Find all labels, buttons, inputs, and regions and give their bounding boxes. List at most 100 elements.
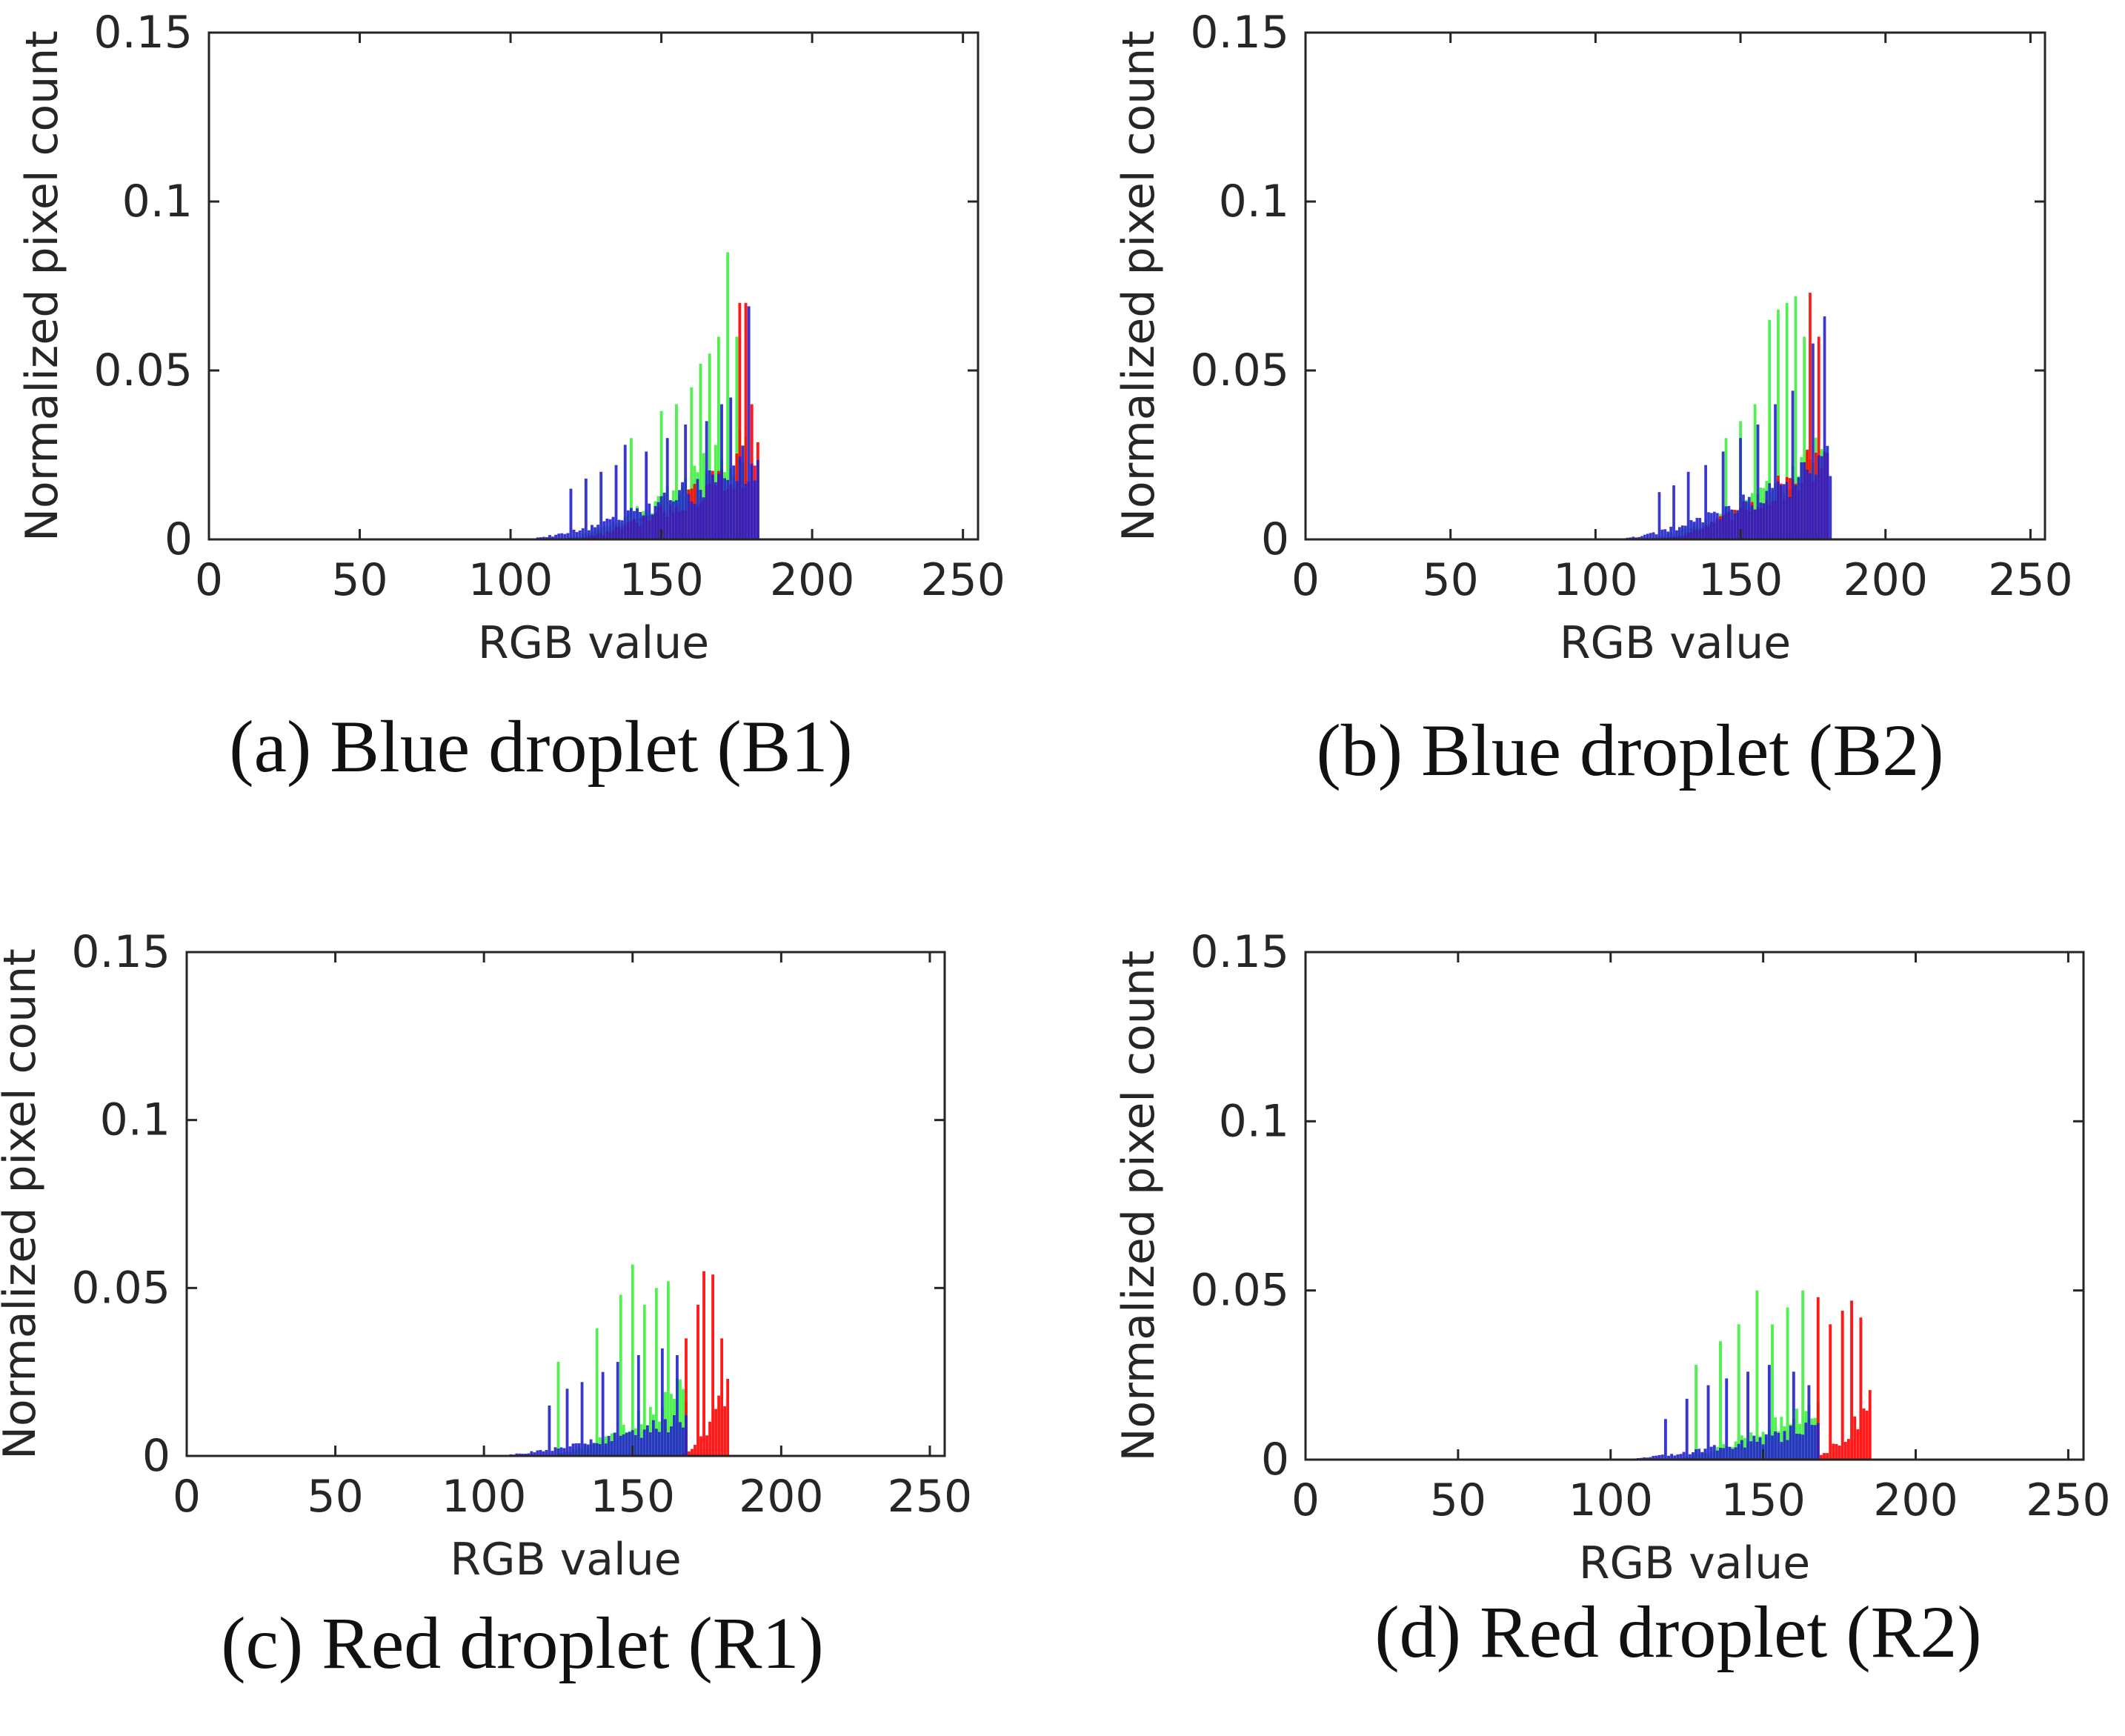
bar-blue bbox=[1688, 1454, 1692, 1460]
x-tick-label: 100 bbox=[442, 1471, 527, 1523]
bar-green bbox=[1794, 296, 1798, 539]
bar-blue bbox=[631, 1430, 634, 1456]
bar-blue bbox=[639, 512, 642, 539]
bar-red bbox=[1826, 1453, 1829, 1460]
bar-blue bbox=[596, 525, 600, 539]
bar-blue bbox=[1709, 1446, 1713, 1460]
x-tick-label: 250 bbox=[888, 1471, 973, 1523]
bar-blue bbox=[633, 1434, 637, 1456]
x-axis-label: RGB value bbox=[450, 1534, 681, 1586]
bar-red bbox=[696, 1305, 699, 1456]
x-tick-label: 100 bbox=[468, 554, 553, 606]
bar-blue bbox=[1731, 1449, 1735, 1460]
bar-blue bbox=[750, 464, 754, 539]
bar-blue bbox=[1798, 1434, 1802, 1460]
bar-green bbox=[619, 1294, 622, 1456]
bar-blue bbox=[1747, 496, 1751, 539]
bar-green bbox=[667, 1281, 670, 1456]
y-tick-label: 0 bbox=[1261, 1434, 1289, 1486]
bar-blue bbox=[753, 480, 756, 539]
bar-green bbox=[670, 1394, 673, 1456]
bar-blue bbox=[611, 516, 615, 539]
bar-blue bbox=[1718, 519, 1722, 539]
plot-frame bbox=[1304, 31, 2046, 541]
bar-blue bbox=[1807, 1385, 1811, 1460]
bar-blue bbox=[636, 508, 639, 539]
bar-blue bbox=[684, 424, 688, 539]
bar-blue bbox=[1680, 525, 1684, 539]
bar-blue bbox=[1698, 518, 1702, 539]
bar-blue bbox=[527, 1453, 531, 1456]
bar-blue bbox=[1746, 1371, 1750, 1460]
bar-blue bbox=[556, 1449, 560, 1456]
bar-blue bbox=[1652, 1455, 1655, 1460]
bar-blue bbox=[1736, 510, 1740, 539]
bar-blue bbox=[1740, 1440, 1743, 1460]
bar-blue bbox=[1663, 1419, 1667, 1460]
bar-blue bbox=[1666, 531, 1670, 539]
bar-green bbox=[1768, 319, 1772, 539]
bar-blue bbox=[1755, 1441, 1759, 1460]
bar-blue bbox=[1813, 1425, 1817, 1460]
bar-blue bbox=[1637, 536, 1640, 539]
bar-blue bbox=[1785, 482, 1789, 539]
bar-blue bbox=[1788, 496, 1792, 539]
bar-green bbox=[675, 404, 678, 539]
y-axis-label: Normalized pixel count bbox=[1113, 30, 1165, 542]
plot-frame bbox=[1304, 951, 2085, 1461]
bar-blue bbox=[539, 1450, 542, 1456]
plot-frame bbox=[185, 951, 946, 1457]
bar-blue bbox=[1655, 534, 1658, 539]
bar-blue bbox=[1682, 1451, 1686, 1460]
bar-blue bbox=[1780, 1442, 1783, 1460]
bar-blue bbox=[1724, 506, 1728, 539]
bar-blue bbox=[1777, 481, 1780, 539]
bar-blue bbox=[645, 1425, 649, 1456]
bar-blue bbox=[1768, 483, 1772, 539]
bar-blue bbox=[598, 1444, 602, 1456]
bar-blue bbox=[1703, 1449, 1707, 1460]
bar-blue bbox=[1765, 490, 1769, 539]
bar-blue bbox=[656, 502, 660, 539]
bar-blue bbox=[1728, 1446, 1732, 1460]
bar-green bbox=[726, 252, 730, 539]
bar-green bbox=[1777, 309, 1780, 539]
bar-green bbox=[1785, 302, 1789, 539]
bar-blue bbox=[563, 533, 567, 539]
bar-blue bbox=[1643, 1457, 1646, 1460]
bar-red bbox=[738, 302, 742, 539]
bar-blue bbox=[1774, 404, 1777, 539]
bar-red bbox=[1843, 1442, 1847, 1460]
bar-blue bbox=[515, 1453, 519, 1456]
bar-blue bbox=[1673, 1455, 1677, 1460]
bar-blue bbox=[679, 1422, 682, 1456]
bar-blue bbox=[1655, 1455, 1658, 1460]
bar-blue bbox=[699, 490, 702, 539]
bar-blue bbox=[705, 421, 708, 539]
bar-blue bbox=[1750, 505, 1754, 539]
bar-blue bbox=[1697, 1449, 1701, 1460]
bar-blue bbox=[545, 536, 548, 539]
bar-blue bbox=[1691, 1451, 1695, 1460]
bar-red bbox=[691, 1449, 694, 1456]
bar-blue bbox=[1749, 1441, 1753, 1460]
bar-blue bbox=[1712, 511, 1716, 539]
bar-blue bbox=[729, 397, 733, 539]
bar-blue bbox=[1817, 455, 1820, 539]
bar-blue bbox=[1730, 509, 1734, 539]
bar-blue bbox=[651, 514, 654, 539]
y-tick-label: 0.1 bbox=[122, 176, 193, 227]
bar-green bbox=[1719, 1341, 1722, 1460]
y-tick-label: 0.15 bbox=[93, 7, 193, 59]
bar-blue bbox=[1764, 1434, 1768, 1460]
x-tick-label: 200 bbox=[770, 554, 855, 606]
bar-blue bbox=[545, 1449, 548, 1456]
bar-blue bbox=[662, 492, 666, 539]
bar-blue bbox=[1806, 469, 1809, 539]
x-tick-label: 50 bbox=[1430, 1474, 1486, 1526]
bar-blue bbox=[536, 1450, 539, 1456]
x-tick-label: 150 bbox=[1720, 1474, 1806, 1526]
bar-red bbox=[1846, 1439, 1850, 1460]
bar-green bbox=[648, 1406, 652, 1456]
bar-blue bbox=[1712, 1445, 1716, 1460]
